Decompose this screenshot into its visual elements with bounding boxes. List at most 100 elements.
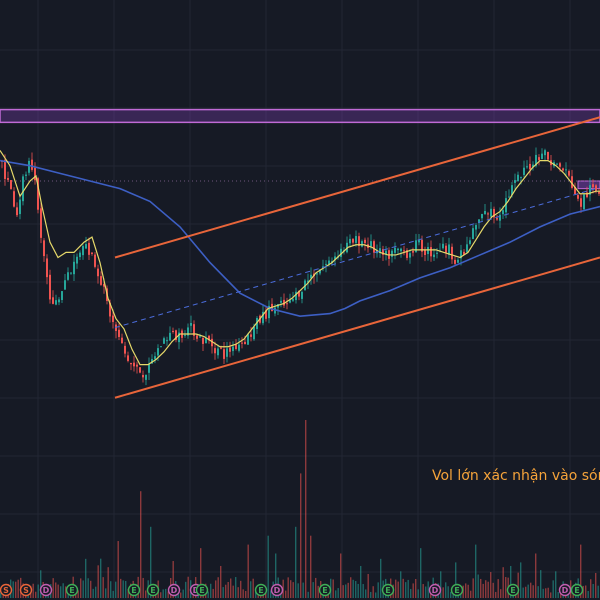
candle-body <box>19 199 21 215</box>
volume-bar <box>37 584 39 598</box>
candle-body <box>37 178 39 210</box>
candle-body <box>52 297 54 304</box>
volume-bar <box>80 578 82 598</box>
event-marker-circle <box>127 583 141 597</box>
volume-bar <box>97 565 99 598</box>
event-marker-earnings[interactable]: E <box>570 583 584 597</box>
event-marker-dividend[interactable]: D <box>39 583 53 597</box>
candle-body <box>502 210 504 215</box>
candle-body <box>133 362 135 367</box>
volume-bar <box>582 585 584 598</box>
candle-body <box>163 338 165 344</box>
volume-bar <box>415 578 417 598</box>
candle-body <box>382 249 384 255</box>
candle-body <box>43 240 45 257</box>
event-marker-label: E <box>199 586 204 595</box>
candle-body <box>433 254 435 258</box>
candle-body <box>253 326 255 340</box>
candle-body <box>319 269 321 274</box>
event-markers[interactable]: SSDEEEDDEEDEEDEEDE <box>0 583 584 597</box>
volume-bar <box>102 577 104 598</box>
event-marker-label: D <box>171 586 178 595</box>
event-marker-earnings[interactable]: E <box>127 583 141 597</box>
candle-body <box>355 236 357 243</box>
event-marker-dividend[interactable]: D <box>167 583 181 597</box>
candle-body <box>559 163 561 167</box>
volume-bar <box>465 583 467 598</box>
channel-mid-line <box>114 186 600 329</box>
volume-bar <box>542 588 544 598</box>
event-marker-earnings[interactable]: E <box>506 583 520 597</box>
candle-body <box>463 251 465 255</box>
candle-body <box>307 280 309 283</box>
volume-bar <box>252 578 254 598</box>
candle-body <box>55 300 57 305</box>
volume-bar <box>317 585 319 598</box>
volume-bar <box>450 591 452 598</box>
candle-body <box>151 359 153 364</box>
volume-bar <box>222 587 224 598</box>
event-marker-dividend[interactable]: D <box>428 583 442 597</box>
event-marker-dividend[interactable]: D <box>558 583 572 597</box>
event-marker-split[interactable]: S <box>0 583 13 597</box>
candle-body <box>415 240 417 252</box>
volume-bar <box>55 582 57 598</box>
candle-body <box>58 299 60 303</box>
volume-bar <box>352 579 354 598</box>
event-marker-earnings[interactable]: E <box>318 583 332 597</box>
volume-bar <box>355 581 357 598</box>
candle-body <box>598 191 600 194</box>
volume-bar <box>522 587 524 598</box>
candle-body <box>160 346 162 348</box>
event-marker-circle <box>506 583 520 597</box>
event-marker-split[interactable]: S <box>19 583 33 597</box>
candle-body <box>424 249 426 256</box>
candle-body <box>193 324 195 336</box>
event-marker-dividend[interactable]: D <box>270 583 284 597</box>
candle-body <box>241 342 243 344</box>
volume-bar <box>150 526 152 598</box>
volume-bar <box>240 580 242 598</box>
event-marker-label: E <box>574 586 579 595</box>
candle-body <box>526 166 528 168</box>
trend-channel[interactable] <box>114 116 600 399</box>
candle-body <box>88 242 90 255</box>
candle-body <box>136 364 138 367</box>
volume-bar <box>402 578 404 598</box>
candle-body <box>79 252 81 258</box>
candle-body <box>544 150 546 156</box>
volume-bar <box>162 589 164 598</box>
event-marker-earnings[interactable]: E <box>254 583 268 597</box>
volume-bar <box>302 582 304 598</box>
candle-body <box>166 340 168 342</box>
event-marker-label: E <box>322 586 327 595</box>
resistance-band[interactable] <box>0 108 600 190</box>
event-marker-earnings[interactable]: E <box>65 583 79 597</box>
candle-body <box>460 250 462 259</box>
event-marker-earnings[interactable]: E <box>195 583 209 597</box>
volume-bar <box>492 582 494 598</box>
candle-body <box>283 299 285 306</box>
event-marker-earnings[interactable]: E <box>381 583 395 597</box>
event-marker-earnings[interactable]: E <box>450 583 464 597</box>
volume-bar <box>367 573 369 598</box>
volume-bar <box>377 582 379 598</box>
candle-body <box>421 239 423 252</box>
volume-bar <box>217 577 219 598</box>
event-marker-earnings[interactable]: E <box>146 583 160 597</box>
candle-body <box>262 311 264 324</box>
volume-bar <box>315 577 317 598</box>
volume-bar <box>485 580 487 598</box>
volume-bar <box>180 592 182 598</box>
volume-bar <box>517 572 519 598</box>
volume-bar <box>112 590 114 598</box>
volume-bar <box>427 581 429 598</box>
candle-body <box>328 260 330 265</box>
candle-body <box>379 248 381 253</box>
volume-bar <box>62 583 64 598</box>
candle-body <box>517 174 519 181</box>
candle-body <box>217 348 219 356</box>
volume-bar <box>200 548 202 598</box>
